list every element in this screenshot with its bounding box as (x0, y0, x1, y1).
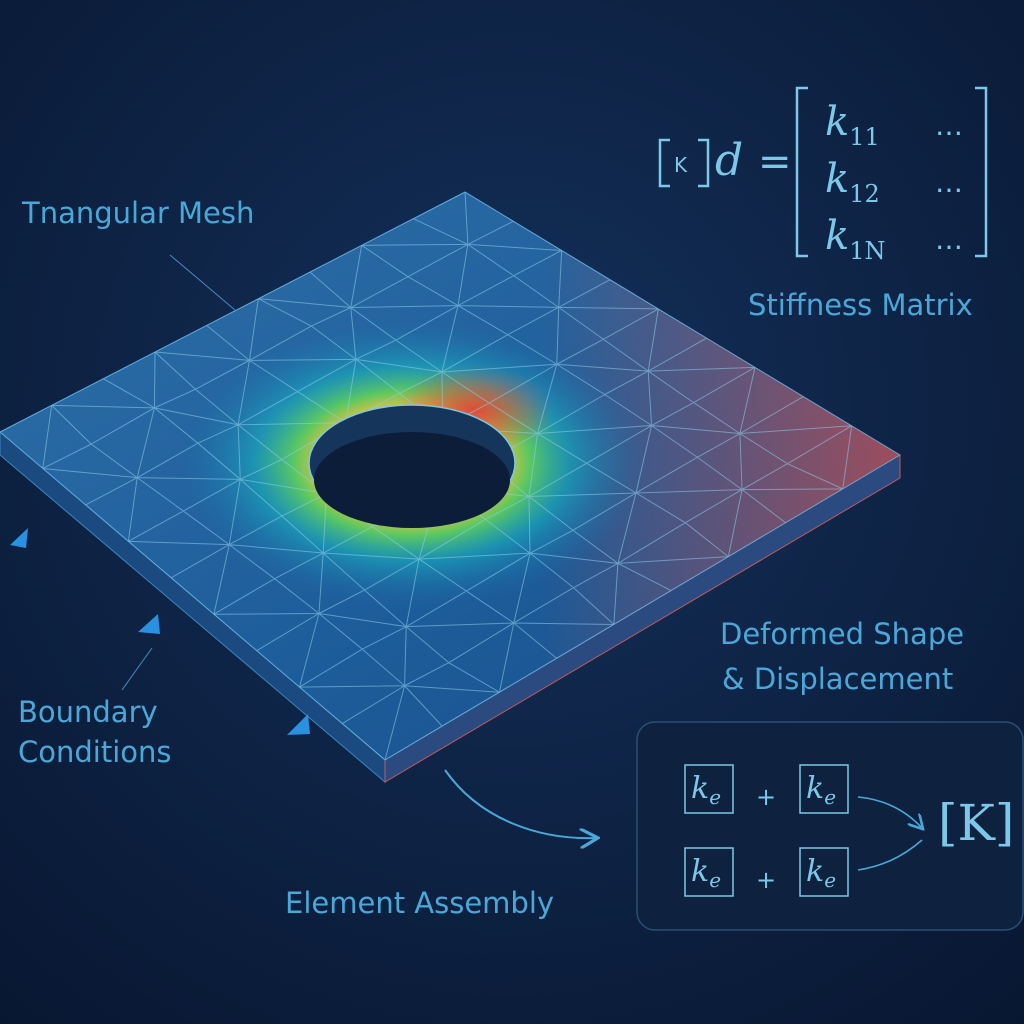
ellipsis: … (935, 223, 963, 256)
term-box (684, 764, 734, 814)
label: Deformed Shape (720, 617, 964, 651)
support (10, 528, 28, 548)
entry-base: k (825, 156, 849, 202)
label: & Displacement (722, 662, 953, 696)
term-base: k (691, 771, 709, 806)
bracket (795, 86, 988, 258)
entry-sub: 1N (849, 237, 885, 265)
arrow (857, 796, 922, 828)
term: ke (691, 854, 721, 892)
entry-sub: 11 (849, 123, 880, 151)
label: Conditions (18, 735, 172, 769)
label: Boundary (18, 695, 158, 729)
term-box (799, 764, 849, 814)
assembly-result: [K] (938, 794, 1014, 852)
equals: = (758, 139, 792, 185)
leader-line (121, 647, 153, 691)
entry-sub: 12 (849, 180, 880, 208)
matrix-symbol: K (674, 153, 688, 177)
bracket (658, 138, 710, 188)
matrix-entry: k1N (825, 213, 886, 265)
term-sub: e (824, 785, 836, 809)
term-sub: e (709, 785, 721, 809)
ellipsis: … (935, 109, 963, 142)
matrix-entry: k12 (825, 156, 880, 208)
ellipsis: … (935, 166, 963, 199)
term-box (799, 847, 849, 897)
term: ke (806, 771, 836, 809)
matrix-entry: k11 (825, 99, 880, 151)
plus: + (756, 866, 776, 894)
entry-base: k (825, 213, 849, 259)
plus: + (756, 783, 776, 811)
label: Tnangular Mesh (21, 196, 254, 230)
hole (314, 432, 510, 528)
term: ke (691, 771, 721, 809)
support (138, 614, 160, 634)
vector: d (715, 135, 743, 186)
term: ke (806, 854, 836, 892)
entry-base: k (825, 99, 849, 145)
label: Stiffness Matrix (748, 288, 973, 322)
term-sub: e (824, 868, 836, 892)
equation: K d = k11 …k12 …k1N… (658, 86, 988, 265)
term-base: k (806, 854, 824, 889)
leader-line (169, 254, 236, 311)
term-box (684, 847, 734, 897)
label: Element Assembly (285, 886, 554, 920)
plate (0, 191, 901, 784)
arrow (857, 839, 923, 871)
arrow (444, 769, 596, 838)
term-sub: e (709, 868, 721, 892)
support (287, 714, 310, 735)
term-base: k (806, 771, 824, 806)
term-base: k (691, 854, 709, 889)
